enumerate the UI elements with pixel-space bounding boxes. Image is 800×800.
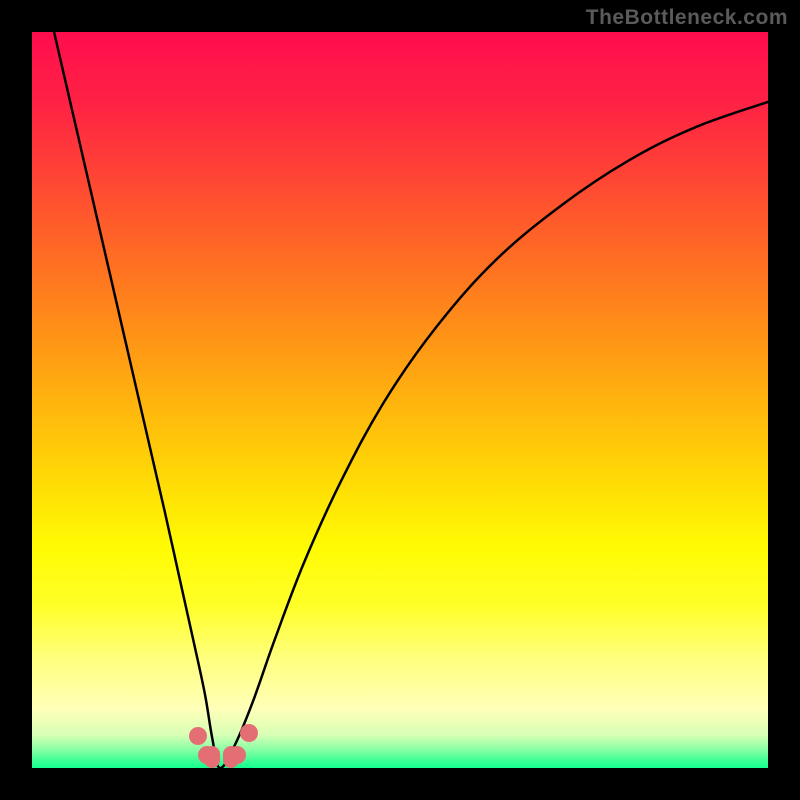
plot-area (32, 32, 768, 768)
curve-marker (189, 727, 207, 745)
curve-marker (240, 724, 258, 742)
curve-min-bar (223, 746, 239, 768)
watermark-text: TheBottleneck.com (586, 6, 788, 30)
bottleneck-curve (32, 32, 768, 768)
curve-min-bar (204, 746, 220, 768)
